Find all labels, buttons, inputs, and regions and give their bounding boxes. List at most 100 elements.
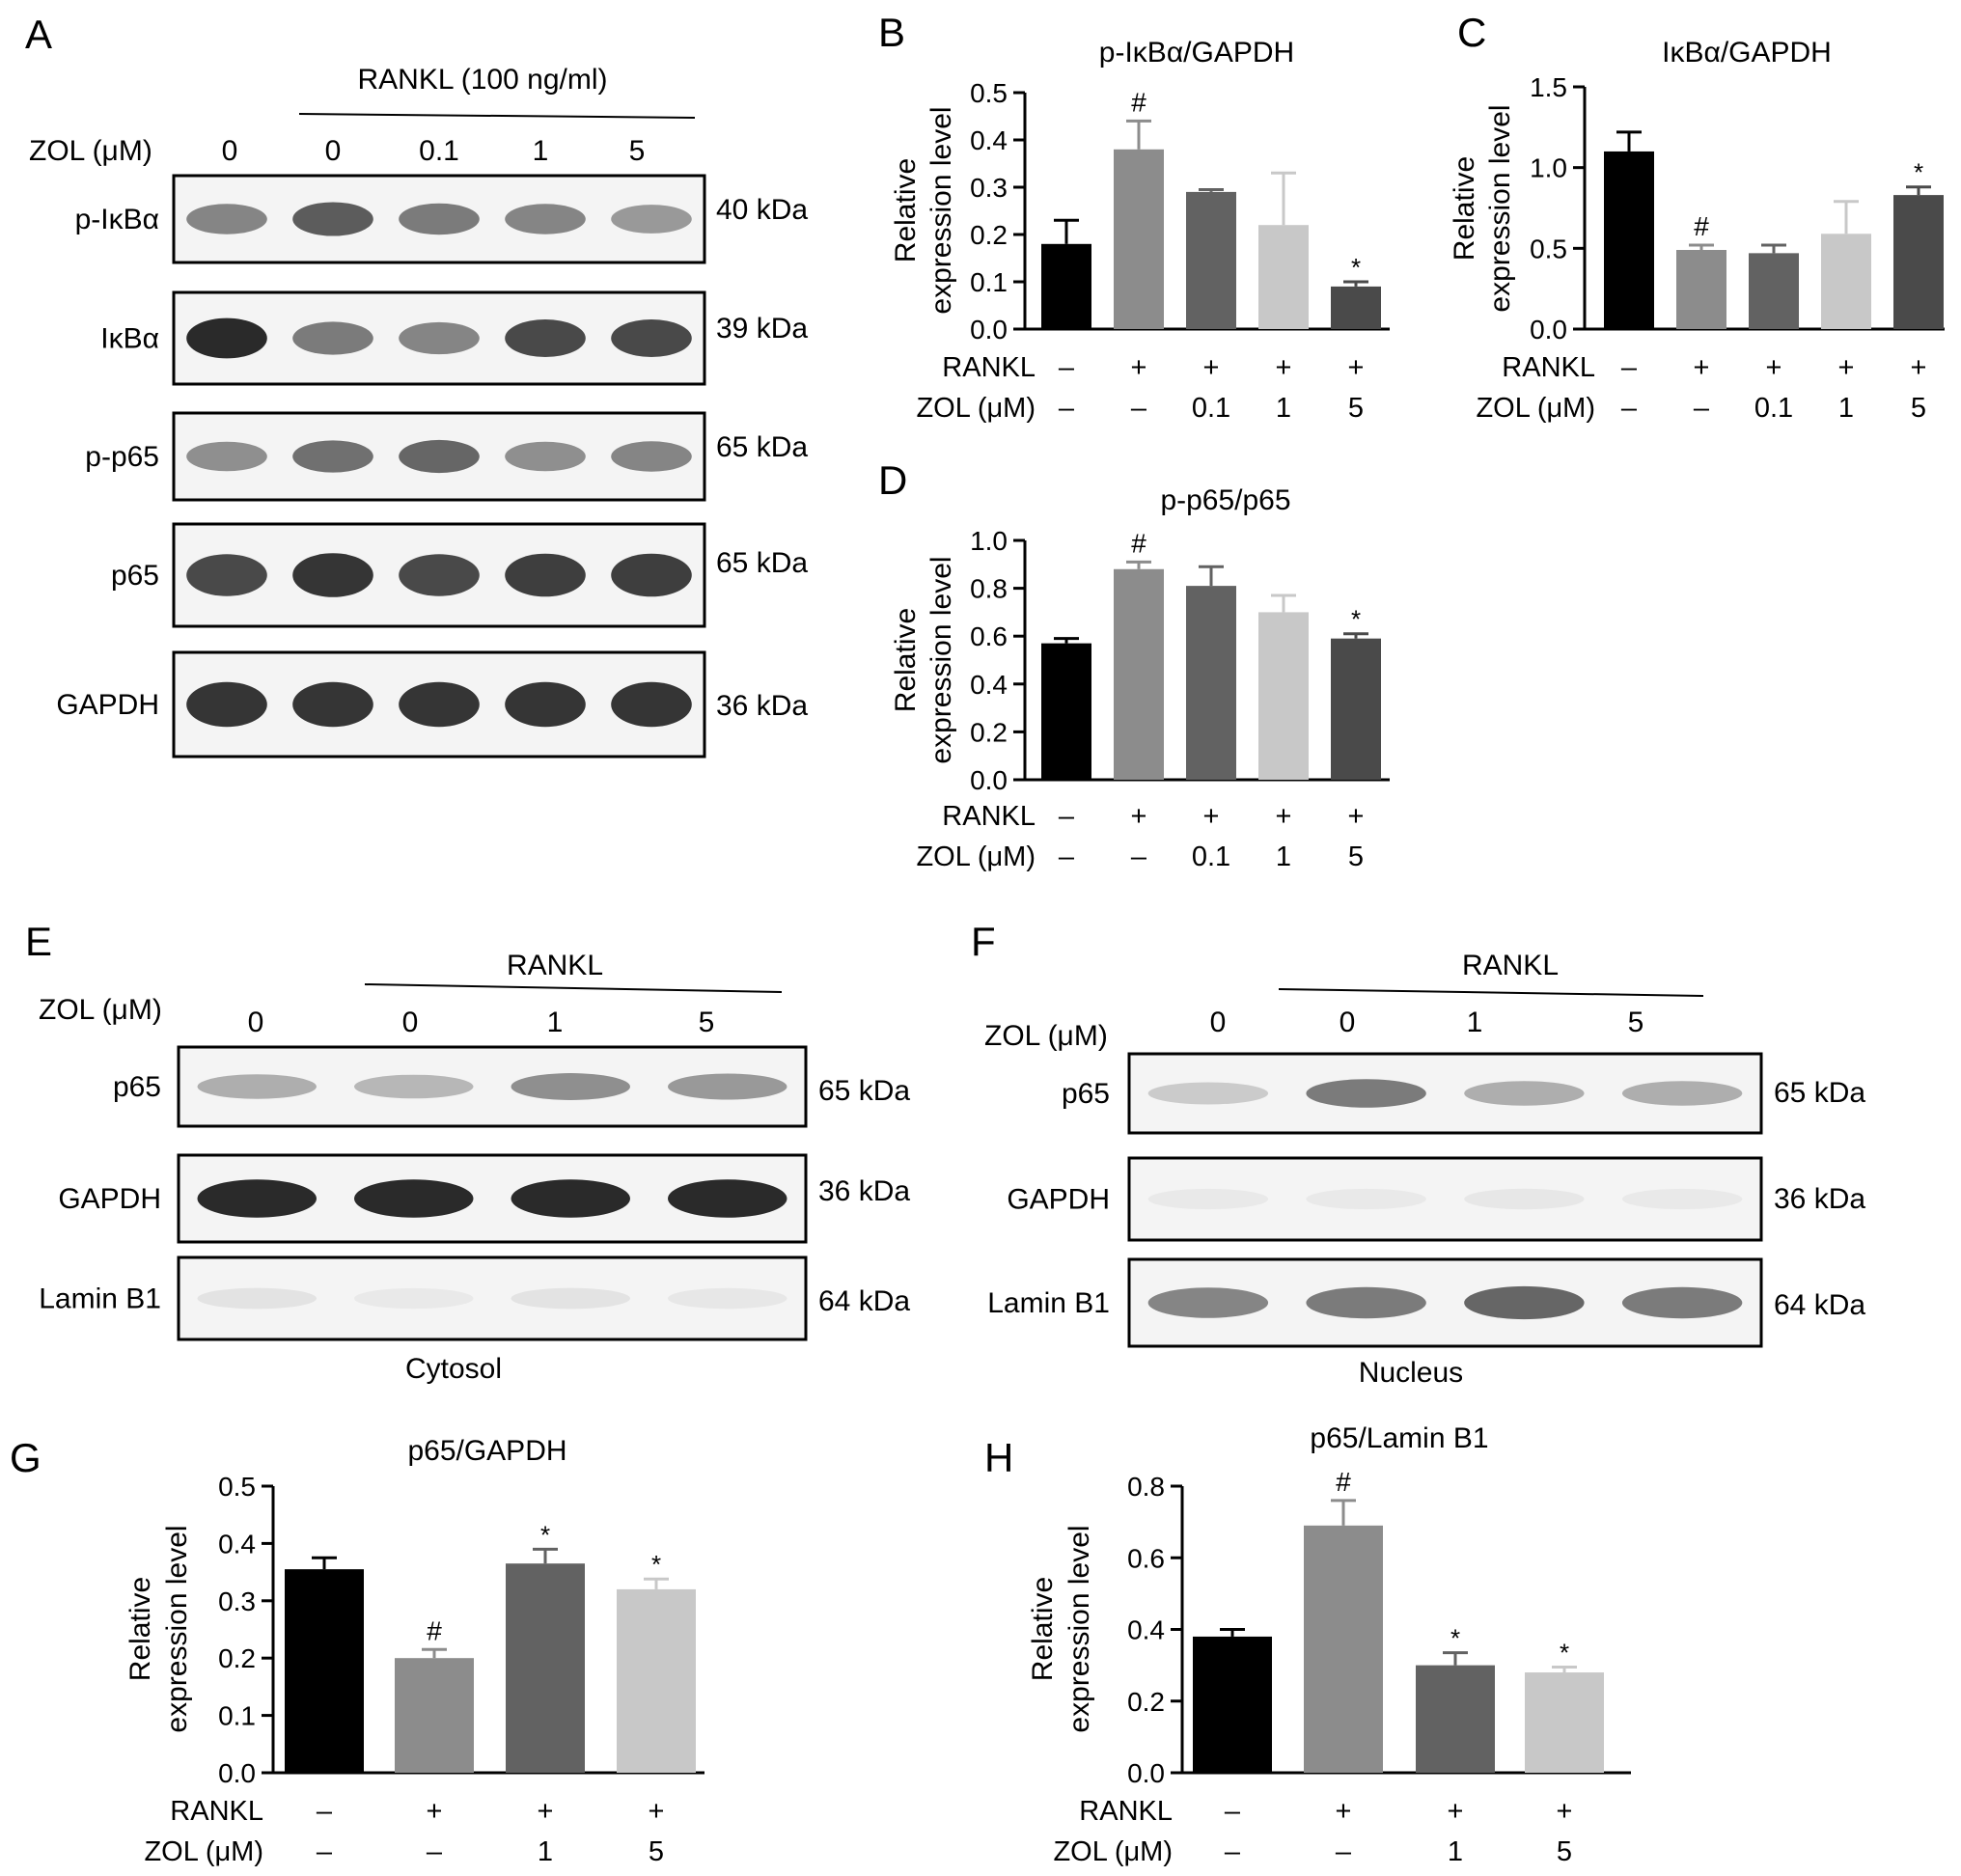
y-tick-label: 0.4 <box>970 670 1008 700</box>
y-tick-label: 0.2 <box>218 1643 256 1673</box>
y-tick-label: 0.6 <box>970 621 1008 651</box>
rankl-sign: + <box>1694 352 1710 383</box>
y-tick-label: 0.0 <box>218 1758 256 1788</box>
blot-band <box>505 441 586 472</box>
lane-label: 0 <box>325 135 342 167</box>
blot-row: p-IκBα 40 kDa <box>75 174 808 264</box>
blot-panel-F: F RANKL ZOL (μM) 0 0 1 5 p65 65 kDa GAPDH 36 kDa La… <box>971 919 1865 1389</box>
y-tick-label: 0.3 <box>970 173 1008 203</box>
significance-mark: * <box>1914 158 1923 187</box>
bar <box>1258 612 1309 780</box>
compartment-caption: Nucleus <box>1359 1357 1463 1389</box>
chart-title: p65/Lamin B1 <box>1310 1422 1488 1454</box>
y-axis-label: Relative <box>890 158 922 262</box>
y-axis-label: expression level <box>925 556 957 763</box>
blot-row-label: IκBα <box>100 323 159 355</box>
blot-row-label: GAPDH <box>56 689 159 721</box>
lane-label: 1 <box>1467 1007 1483 1038</box>
blot-band <box>1464 1188 1585 1210</box>
bar <box>1749 253 1799 329</box>
lane-label: 0 <box>402 1007 419 1038</box>
rankl-sign: + <box>649 1796 665 1827</box>
blot-band <box>399 439 480 474</box>
significance-mark: # <box>1131 528 1146 558</box>
rankl-sign: – <box>317 1796 333 1827</box>
zol-row-label: ZOL (μM) <box>144 1836 263 1867</box>
blot-band <box>197 1287 317 1310</box>
panel-label-C: C <box>1457 10 1486 55</box>
blot-band <box>611 319 692 357</box>
blot-row: p65 65 kDa <box>111 522 808 628</box>
kda-label: 36 kDa <box>818 1175 910 1207</box>
zol-dose: 5 <box>1557 1836 1572 1867</box>
rankl-sign: – <box>1059 352 1075 383</box>
y-axis-label: Relative <box>1027 1577 1059 1681</box>
treatment-header: RANKL (100 ng/ml) <box>358 64 608 96</box>
rankl-sign: + <box>1203 801 1220 832</box>
bar <box>1331 286 1381 329</box>
lane-label: 0 <box>1340 1007 1356 1038</box>
kda-label: 65 kDa <box>1774 1077 1865 1109</box>
kda-label: 36 kDa <box>716 690 808 722</box>
y-tick-label: 0.0 <box>1530 315 1567 345</box>
y-axis-label: Relative <box>124 1577 156 1681</box>
rankl-sign: + <box>1203 352 1220 383</box>
blot-row-label: GAPDH <box>58 1183 161 1215</box>
blot-frame <box>1127 1156 1763 1242</box>
significance-mark: * <box>540 1520 550 1549</box>
blot-band <box>197 1179 317 1218</box>
lane-label: 0 <box>1210 1007 1227 1038</box>
blot-row-label: p-IκBα <box>75 204 159 235</box>
zol-dose: 1 <box>1276 393 1291 424</box>
rankl-sign: + <box>1348 801 1365 832</box>
zol-dose: 5 <box>1911 393 1926 424</box>
y-tick-label: 0.5 <box>970 78 1008 108</box>
y-axis-label: Relative <box>1449 156 1480 261</box>
zol-dose: 0.1 <box>1192 841 1230 872</box>
bar <box>1186 191 1236 329</box>
blot-band <box>1147 1188 1269 1210</box>
y-tick-label: 0.4 <box>218 1529 256 1559</box>
blot-band <box>1306 1079 1426 1108</box>
bar <box>1304 1525 1383 1773</box>
significance-mark: # <box>427 1615 442 1645</box>
y-tick-label: 0.3 <box>218 1586 256 1616</box>
panel-label-A: A <box>25 12 52 57</box>
zol-dose: 1 <box>1276 841 1291 872</box>
chart-title: p-IκBα/GAPDH <box>1099 37 1294 69</box>
y-axis-label: expression level <box>161 1525 193 1732</box>
y-tick-label: 0.2 <box>1127 1687 1165 1717</box>
zol-dose: – <box>1225 1836 1241 1867</box>
blot-band <box>505 319 586 357</box>
chart-title: p65/GAPDH <box>407 1435 566 1467</box>
zol-dose: 0.1 <box>1192 393 1230 424</box>
zol-dose: – <box>1059 393 1075 424</box>
blot-band <box>511 1287 630 1310</box>
blot-band <box>399 554 480 596</box>
y-tick-label: 0.1 <box>970 267 1008 297</box>
bar <box>1041 643 1091 780</box>
treatment-header: RANKL <box>1462 950 1559 981</box>
zol-dose: 5 <box>1348 393 1364 424</box>
zol-label: ZOL (μM) <box>984 1020 1108 1052</box>
kda-label: 39 kDa <box>716 313 808 345</box>
rankl-sign: + <box>1766 352 1782 383</box>
treatment-header: RANKL <box>507 950 603 981</box>
rankl-sign: + <box>1276 801 1292 832</box>
blot-row: p65 65 kDa <box>113 1045 910 1128</box>
y-tick-label: 1.0 <box>1530 153 1567 183</box>
rankl-sign: – <box>1059 801 1075 832</box>
blot-band <box>505 204 586 234</box>
compartment-caption: Cytosol <box>405 1353 502 1385</box>
zol-row-label: ZOL (μM) <box>1053 1836 1173 1867</box>
significance-mark: * <box>1450 1624 1460 1653</box>
rankl-sign: + <box>1131 352 1147 383</box>
zol-dose: – <box>317 1836 333 1867</box>
blot-frame <box>177 1255 808 1341</box>
rankl-sign: + <box>427 1796 443 1827</box>
blot-band <box>611 553 692 597</box>
blot-band <box>186 317 267 359</box>
zol-dose: 1 <box>1448 1836 1463 1867</box>
